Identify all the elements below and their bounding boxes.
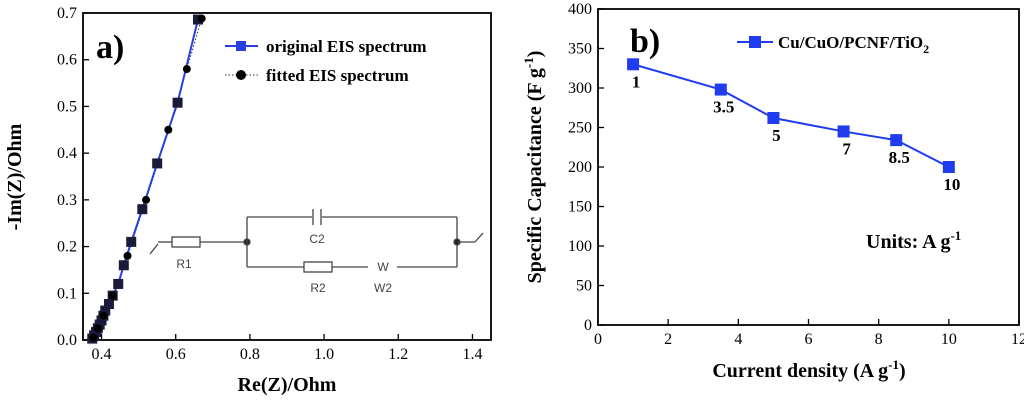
data-point-fitted [99, 311, 108, 320]
equivalent-circuit-inset [149, 209, 484, 273]
circuit-label-r2: R2 [310, 281, 326, 295]
plot-frame-a [82, 12, 492, 341]
y-tick-label-a: 0.7 [57, 5, 77, 22]
y-tick-label-b: 200 [568, 159, 592, 176]
data-point-original [152, 158, 163, 169]
x-tick-label-b: 8 [875, 331, 883, 348]
y-tick-label-b: 0 [584, 317, 592, 334]
chart-specific-capacitance: 0 2 4 6 8 10 12 0 50 100 150 200 250 300 350 400 1 3.5 5… [521, 1, 1024, 382]
x-tick-label-a: 0.6 [166, 346, 186, 363]
circuit-wire [149, 243, 159, 255]
data-point-fitted [123, 251, 132, 260]
y-tick-label-a: 0.0 [57, 332, 77, 349]
circuit-label-c2: C2 [309, 232, 325, 246]
y-ticks-a: 0.0 0.1 0.2 0.3 0.4 0.5 0.6 0.7 [57, 5, 89, 349]
x-axis-label-b: Current density (A g-1) [712, 357, 905, 382]
legend-marker-b [749, 36, 761, 48]
y-tick-label-a: 0.1 [57, 285, 77, 302]
y-tick-label-b: 250 [568, 120, 592, 137]
panel-label-b: b) [630, 23, 660, 60]
y-tick-label-b: 400 [568, 1, 592, 18]
point-label: 5 [772, 126, 781, 145]
point-label: 1 [632, 72, 641, 91]
data-point-fitted [108, 291, 117, 300]
annotation-units: Units: A g-1 [866, 228, 961, 253]
x-tick-label-b: 4 [734, 331, 742, 348]
circuit-label-w2: W2 [374, 281, 392, 295]
series-line-capacitance [632, 63, 950, 168]
data-point-original [118, 260, 129, 271]
data-point-capacitance [890, 134, 903, 147]
legend-a: original EIS spectrum fitted EIS spectru… [225, 37, 427, 85]
x-tick-label-a: 0.8 [240, 346, 260, 363]
x-tick-label-b: 0 [594, 331, 602, 348]
resistor-r2 [303, 261, 333, 273]
data-point-fitted [197, 14, 206, 23]
data-point-fitted [93, 324, 102, 333]
series-group-a [87, 14, 206, 344]
x-tick-label-a: 1.4 [462, 346, 482, 363]
point-label: 7 [842, 139, 851, 158]
y-tick-label-a: 0.2 [57, 239, 77, 256]
data-point-fitted [164, 125, 173, 134]
data-point-capacitance [942, 161, 955, 173]
x-tick-label-b: 10 [941, 331, 957, 348]
data-point-capacitance [837, 125, 850, 138]
data-point-fitted [182, 65, 191, 74]
y-tick-label-a: 0.6 [57, 52, 77, 69]
legend-marker-original [236, 41, 246, 51]
legend-marker-fitted [236, 70, 246, 80]
y-tick-label-b: 100 [568, 238, 592, 255]
series-group-b: 1 3.5 5 7 8.5 10 [627, 58, 960, 194]
panel-label-a: a) [96, 29, 124, 66]
x-axis-label-a: Re(Z)/Ohm [238, 374, 337, 396]
circuit-label-r1: R1 [176, 257, 192, 271]
x-tick-label-b: 6 [805, 331, 813, 348]
data-point-original [137, 204, 148, 215]
y-ticks-b: 0 50 100 150 200 250 300 350 400 [568, 1, 604, 334]
data-point-capacitance [767, 112, 780, 125]
y-axis-label-b: Specific Capacitance (F g-1) [521, 51, 546, 284]
chart-eis-nyquist: 0.4 0.6 0.8 1.0 1.2 1.4 0.0 0.1 0.2 0.3 0.4 0.5 0.6… [4, 5, 492, 396]
y-tick-label-a: 0.4 [57, 145, 77, 162]
point-label: 3.5 [713, 98, 734, 117]
y-tick-label-a: 0.3 [57, 192, 77, 209]
data-point-original [172, 97, 183, 108]
data-point-original [113, 278, 124, 289]
point-label: 8.5 [889, 148, 910, 167]
plot-frame-b [597, 8, 1020, 326]
data-point-original [100, 305, 111, 316]
legend-label-b: Cu/CuO/PCNF/TiO2 [778, 33, 929, 56]
y-tick-label-b: 150 [568, 199, 592, 216]
legend-label-fitted: fitted EIS spectrum [266, 66, 409, 85]
data-point-original [103, 299, 114, 310]
point-label: 10 [943, 175, 960, 194]
x-tick-label-b: 12 [1011, 331, 1024, 348]
data-point-capacitance [627, 58, 640, 71]
x-ticks-b: 0 2 4 6 8 10 12 [594, 319, 1024, 348]
x-ticks-a: 0.4 0.6 0.8 1.0 1.2 1.4 [92, 334, 482, 363]
y-tick-label-b: 300 [568, 80, 592, 97]
x-tick-label-b: 2 [664, 331, 672, 348]
x-tick-label-a: 1.2 [388, 346, 408, 363]
circuit-wire [474, 232, 484, 243]
resistor-r1 [171, 236, 201, 248]
y-tick-label-a: 0.5 [57, 98, 77, 115]
y-tick-label-b: 350 [568, 41, 592, 58]
circuit-label-w: W [377, 260, 389, 274]
y-axis-label-a: -Im(Z)/Ohm [4, 123, 26, 230]
x-tick-label-a: 1.0 [314, 346, 334, 363]
x-tick-label-a: 0.4 [92, 346, 112, 363]
data-point-fitted [142, 195, 151, 204]
data-point-capacitance [714, 83, 727, 96]
legend-b: Cu/CuO/PCNF/TiO2 [737, 33, 929, 56]
legend-label-original: original EIS spectrum [266, 37, 427, 56]
data-point-original [126, 236, 137, 247]
data-point-fitted [89, 333, 98, 342]
y-tick-label-b: 50 [576, 278, 592, 295]
